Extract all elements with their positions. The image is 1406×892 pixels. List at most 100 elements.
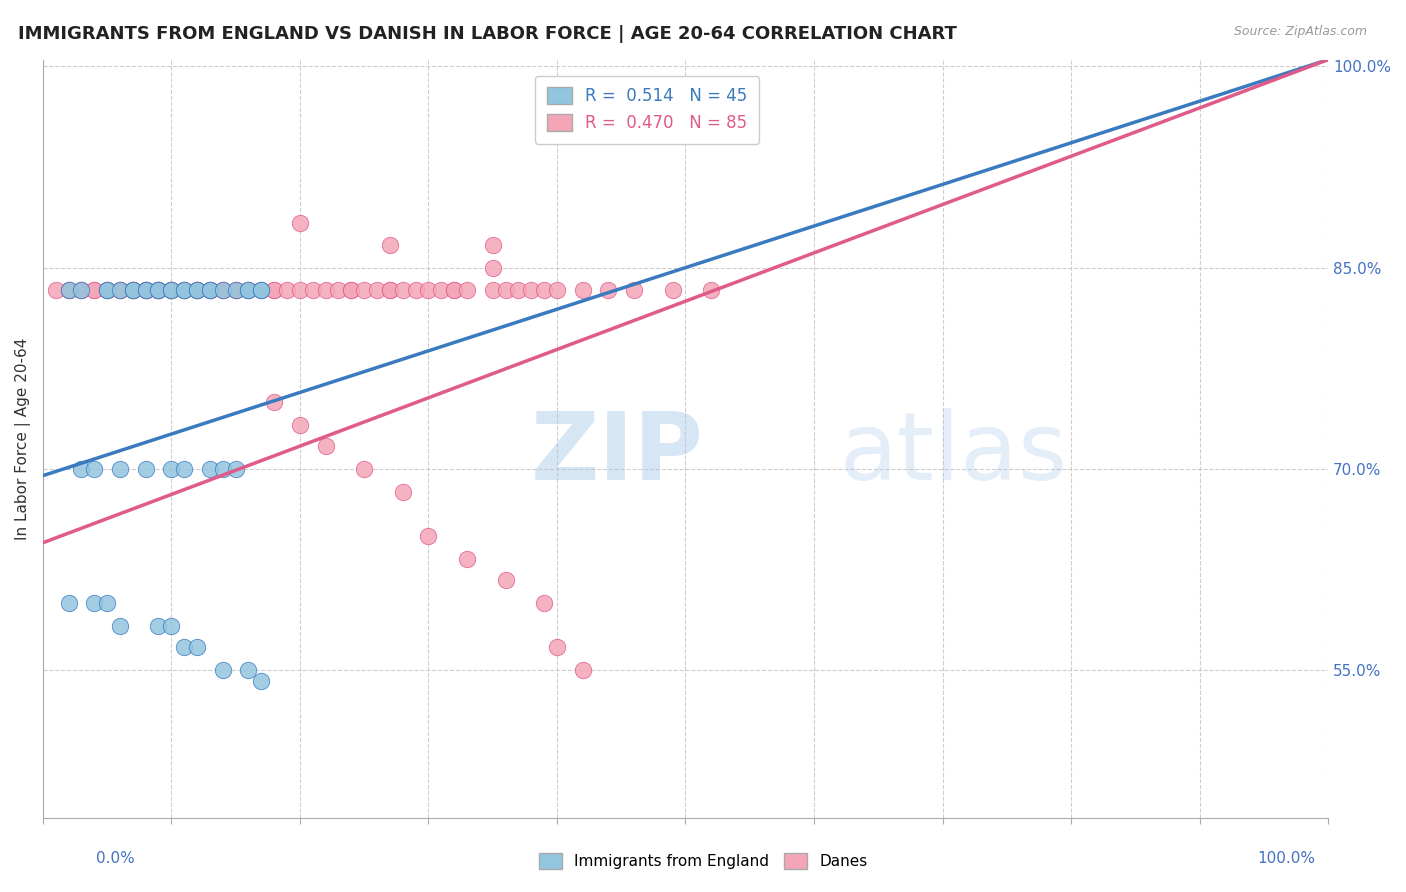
Point — [108, 462, 131, 476]
Point — [391, 284, 413, 298]
Point — [211, 284, 233, 298]
Point — [121, 284, 143, 298]
Point — [533, 284, 555, 298]
Point — [96, 284, 118, 298]
Point — [211, 284, 233, 298]
Text: IMMIGRANTS FROM ENGLAND VS DANISH IN LABOR FORCE | AGE 20-64 CORRELATION CHART: IMMIGRANTS FROM ENGLAND VS DANISH IN LAB… — [18, 25, 957, 43]
Point — [173, 284, 195, 298]
Point — [70, 462, 93, 476]
Point — [250, 284, 273, 298]
Point — [186, 284, 208, 298]
Point — [571, 284, 593, 298]
Point — [225, 284, 247, 298]
Point — [108, 284, 131, 298]
Point — [391, 484, 413, 499]
Point — [225, 284, 247, 298]
Point — [148, 284, 170, 298]
Point — [173, 640, 195, 655]
Point — [276, 284, 298, 298]
Point — [225, 462, 247, 476]
Legend: R =  0.514   N = 45, R =  0.470   N = 85: R = 0.514 N = 45, R = 0.470 N = 85 — [534, 76, 759, 144]
Point — [238, 284, 260, 298]
Point — [160, 462, 183, 476]
Point — [238, 284, 260, 298]
Text: atlas: atlas — [839, 408, 1069, 500]
Point — [83, 284, 105, 298]
Point — [148, 284, 170, 298]
Point — [700, 284, 723, 298]
Point — [288, 417, 311, 432]
Point — [173, 284, 195, 298]
Point — [495, 284, 517, 298]
Point — [366, 284, 388, 298]
Point — [135, 284, 157, 298]
Point — [148, 284, 170, 298]
Point — [135, 284, 157, 298]
Point — [328, 284, 350, 298]
Point — [148, 284, 170, 298]
Point — [250, 284, 273, 298]
Point — [211, 462, 233, 476]
Point — [661, 284, 683, 298]
Point — [418, 284, 440, 298]
Point — [263, 395, 285, 409]
Point — [160, 284, 183, 298]
Point — [456, 284, 478, 298]
Point — [173, 462, 195, 476]
Point — [160, 284, 183, 298]
Point — [250, 673, 273, 688]
Point — [225, 284, 247, 298]
Point — [148, 284, 170, 298]
Point — [315, 284, 337, 298]
Point — [121, 284, 143, 298]
Point — [135, 284, 157, 298]
Point — [418, 529, 440, 543]
Point — [186, 284, 208, 298]
Point — [160, 284, 183, 298]
Point — [623, 284, 645, 298]
Text: ZIP: ZIP — [531, 408, 704, 500]
Point — [186, 640, 208, 655]
Point — [58, 596, 80, 610]
Point — [443, 284, 465, 298]
Point — [96, 284, 118, 298]
Point — [108, 284, 131, 298]
Point — [546, 640, 568, 655]
Point — [250, 284, 273, 298]
Point — [263, 284, 285, 298]
Point — [315, 439, 337, 453]
Point — [135, 284, 157, 298]
Point — [378, 237, 401, 252]
Point — [520, 284, 543, 298]
Point — [571, 663, 593, 677]
Text: Source: ZipAtlas.com: Source: ZipAtlas.com — [1233, 25, 1367, 38]
Point — [83, 462, 105, 476]
Point — [288, 284, 311, 298]
Point — [148, 284, 170, 298]
Point — [70, 284, 93, 298]
Point — [533, 596, 555, 610]
Point — [430, 284, 453, 298]
Point — [58, 284, 80, 298]
Point — [96, 284, 118, 298]
Text: 0.0%: 0.0% — [96, 851, 135, 865]
Point — [135, 284, 157, 298]
Point — [481, 237, 503, 252]
Point — [198, 284, 221, 298]
Point — [288, 216, 311, 230]
Point — [58, 284, 80, 298]
Point — [238, 284, 260, 298]
Point — [198, 284, 221, 298]
Point — [108, 284, 131, 298]
Point — [481, 284, 503, 298]
Point — [495, 574, 517, 588]
Y-axis label: In Labor Force | Age 20-64: In Labor Force | Age 20-64 — [15, 337, 31, 540]
Point — [96, 596, 118, 610]
Point — [443, 284, 465, 298]
Point — [301, 284, 323, 298]
Point — [263, 284, 285, 298]
Point — [45, 284, 67, 298]
Point — [83, 596, 105, 610]
Point — [598, 284, 620, 298]
Point — [70, 284, 93, 298]
